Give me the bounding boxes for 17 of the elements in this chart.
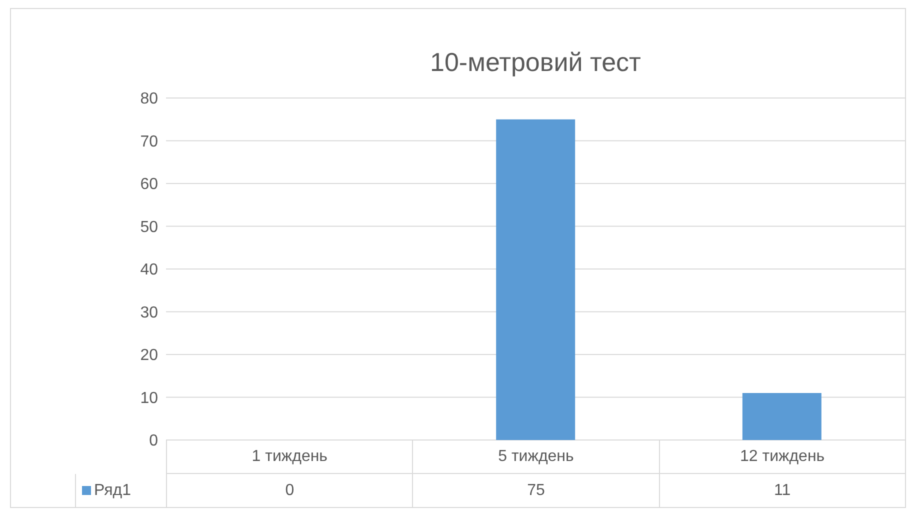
y-tick-label: 20 (140, 347, 158, 364)
data-label: 0 (166, 474, 412, 508)
y-tick-label: 70 (140, 133, 158, 150)
chart-title: 10-метровий тест (429, 47, 642, 78)
data-label: 11 (658, 474, 905, 508)
y-tick-label: 80 (140, 90, 158, 108)
y-tick-label: 40 (140, 262, 158, 279)
y-tick-label: 60 (140, 176, 158, 194)
y-tick-label: 30 (140, 304, 158, 322)
legend-label: Ряд1 (94, 482, 132, 500)
y-tick-label: 10 (140, 390, 158, 407)
x-tick-label: 12 тиждень (658, 440, 905, 474)
y-tick-label: 0 (149, 432, 158, 450)
x-tick-label: 5 тиждень (412, 440, 659, 474)
y-tick-label: 50 (140, 218, 158, 236)
data-label: 75 (412, 474, 659, 508)
x-tick-label: 1 тиждень (166, 440, 412, 474)
